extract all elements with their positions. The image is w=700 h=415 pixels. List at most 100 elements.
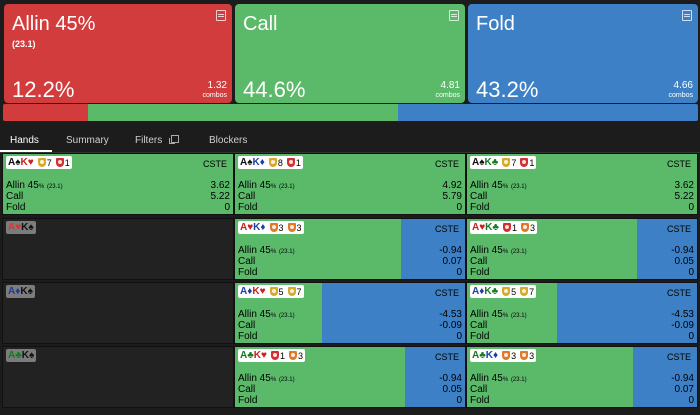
card-rank: K — [485, 222, 493, 233]
hand-cell[interactable]: A ♠ K ♦ 8 1 CSTE Allin 45% (23.1) 4.92 Call 5.7… — [234, 153, 466, 215]
shield-icon — [520, 158, 529, 167]
menu-icon[interactable] — [216, 10, 226, 21]
action-card-allin[interactable]: Allin 45% (23.1) 12.2% 1.32 combos — [4, 4, 232, 103]
hand-cell[interactable]: A ♠ K ♣ 7 1 CSTE Allin 45% (23.1) 3.62 Call 5.2… — [466, 153, 698, 215]
ev-row-allin: Allin 45% (23.1) 3.62 — [6, 179, 230, 191]
blocker-count: 3 — [288, 351, 303, 361]
hand-label: CSTE — [666, 224, 691, 234]
ev-row-fold: Fold 0 — [470, 266, 694, 278]
hand-badge: A ♦ K ♥ 5 7 — [238, 285, 304, 298]
blocker-count: 1 — [520, 158, 534, 168]
hand-badge: A ♥ K ♣ 1 3 — [470, 221, 537, 234]
hand-badge: A ♥ K ♠ — [6, 221, 36, 234]
hand-badge: A ♣ K ♥ 1 3 — [238, 349, 305, 362]
ev-rows: Allin 45% (23.1) 3.62 Call 5.22 Fold 0 — [470, 180, 694, 214]
shield-icon — [268, 158, 277, 167]
hand-cell[interactable]: A ♣ K ♦ 3 3 CSTE Allin 45% (23.1) -0.94 Call 0.… — [466, 346, 698, 408]
card-rank: A — [472, 157, 480, 168]
suit-icon: ♣ — [247, 350, 254, 361]
ev-row-call: Call 0.05 — [238, 384, 462, 395]
card-rank: A — [240, 286, 248, 297]
ev-row-allin: Allin 45% (23.1) -4.53 — [238, 308, 462, 320]
fold-bar — [556, 283, 697, 343]
suit-icon: ♠ — [15, 157, 21, 168]
blocker-count: 3 — [520, 223, 535, 233]
card-rank: K — [253, 350, 262, 361]
menu-icon[interactable] — [449, 10, 459, 21]
ev-row-fold: Fold 0 — [238, 394, 462, 406]
card-rank: A — [240, 350, 248, 361]
distribution-segment — [3, 104, 88, 121]
ev-rows: Allin 45% (23.1) -0.94 Call 0.07 Fold 0 — [470, 373, 694, 407]
shield-icon — [502, 223, 511, 232]
suit-icon: ♦ — [493, 350, 499, 361]
fold-bar — [405, 347, 465, 407]
copy-icon — [169, 135, 180, 144]
menu-icon[interactable] — [682, 10, 692, 21]
card-rank: A — [472, 286, 480, 297]
tab-bar: Hands Summary Filters Blockers — [0, 130, 700, 153]
hand-cell[interactable]: A ♥ K ♦ 3 3 CSTE Allin 45% (23.1) -0.94 Call 0.… — [234, 218, 466, 280]
suit-icon: ♥ — [15, 222, 22, 233]
card-rank: K — [252, 157, 260, 168]
hand-badge: A ♠ K ♣ 7 1 — [470, 156, 537, 169]
hand-cell[interactable]: A ♦ K ♥ 5 7 CSTE Allin 45% (23.1) -4.53 Call -0… — [234, 282, 466, 344]
shield-icon — [288, 351, 297, 360]
tab-filters[interactable]: Filters — [135, 135, 180, 146]
hand-cell[interactable]: A ♥ K ♣ 1 3 CSTE Allin 45% (23.1) -0.94 Call 0.… — [466, 218, 698, 280]
action-name: Call — [243, 13, 278, 35]
ev-rows: Allin 45% (23.1) -4.53 Call -0.09 Fold 0 — [470, 309, 694, 343]
card-rank: K — [252, 286, 260, 297]
ev-rows: Allin 45% (23.1) -0.94 Call 0.05 Fold 0 — [238, 372, 462, 407]
ev-row-allin: Allin 45% (23.1) -0.94 — [238, 372, 462, 384]
ev-row-call: Call 0.07 — [470, 384, 694, 395]
shield-icon — [287, 287, 296, 296]
distribution-segment — [397, 104, 698, 121]
ev-row-fold: Fold 0 — [6, 201, 230, 213]
ev-rows: Allin 45% (23.1) 3.62 Call 5.22 Fold 0 — [6, 179, 230, 214]
ev-row-call: Call 5.79 — [238, 191, 462, 202]
blocker-count: 3 — [502, 351, 516, 361]
tab-summary[interactable]: Summary — [66, 135, 109, 146]
hand-label: CSTE — [434, 159, 459, 169]
hand-label: CSTE — [666, 352, 691, 362]
hand-label: CSTE — [434, 288, 459, 298]
hand-cell[interactable]: A ♦ K ♠ — [2, 282, 234, 344]
ev-row-call: Call -0.09 — [470, 320, 694, 331]
suit-icon: ♣ — [479, 350, 486, 361]
shield-icon — [269, 223, 278, 232]
ev-row-fold: Fold 0 — [238, 201, 462, 213]
blocker-count: 5 — [269, 287, 284, 297]
tab-blockers[interactable]: Blockers — [209, 135, 248, 146]
hand-badge: A ♣ K ♠ — [6, 349, 37, 362]
suit-icon: ♠ — [28, 222, 34, 233]
suit-icon: ♣ — [15, 350, 22, 361]
action-card-call[interactable]: Call 44.6% 4.81 combos — [235, 4, 465, 103]
card-rank: A — [8, 286, 16, 297]
tab-hands[interactable]: Hands — [10, 135, 39, 146]
suit-icon: ♠ — [27, 286, 33, 297]
suit-icon: ♣ — [491, 157, 499, 168]
hand-cell[interactable]: A ♦ K ♣ 5 7 CSTE Allin 45% (23.1) -4.53 Call -0… — [466, 282, 698, 344]
ev-row-fold: Fold 0 — [470, 394, 694, 406]
action-percent: 12.2% — [12, 77, 75, 102]
ev-row-fold: Fold 0 — [470, 330, 694, 342]
suit-icon: ♠ — [247, 157, 253, 168]
hand-cell[interactable]: A ♠ K ♥ 7 1 CSTE Allin 45% (23.1) 3.62 Call 5.2… — [2, 153, 234, 215]
ev-rows: Allin 45% (23.1) -4.53 Call -0.09 Fold 0 — [238, 308, 462, 343]
hand-cell[interactable]: A ♣ K ♥ 1 3 CSTE Allin 45% (23.1) -0.94 Call 0.… — [234, 346, 466, 408]
suit-icon: ♦ — [260, 222, 266, 233]
ev-row-call: Call 5.22 — [6, 191, 230, 202]
blocker-count: 7 — [502, 158, 516, 168]
blocker-count: 3 — [269, 223, 284, 233]
card-rank: K — [484, 286, 492, 297]
card-rank: K — [21, 222, 29, 233]
blocker-count: 3 — [287, 223, 302, 233]
hand-cell[interactable]: A ♥ K ♠ — [2, 218, 234, 280]
suit-icon: ♦ — [259, 157, 265, 168]
card-rank: K — [253, 222, 261, 233]
hand-cell[interactable]: A ♣ K ♠ — [2, 346, 234, 408]
action-card-fold[interactable]: Fold 43.2% 4.66 combos — [468, 4, 698, 103]
card-rank: A — [8, 157, 16, 168]
shield-icon — [270, 351, 279, 360]
